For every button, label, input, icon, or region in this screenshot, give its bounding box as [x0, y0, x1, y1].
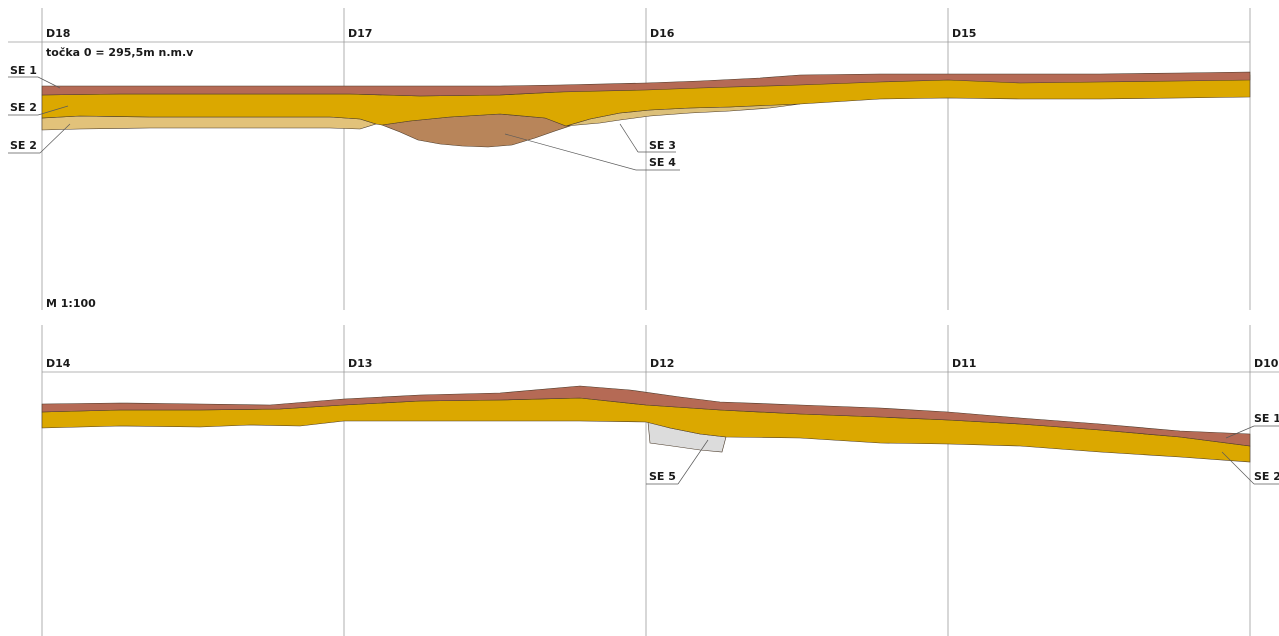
leader-se5	[677, 439, 709, 485]
station-label-d16: D16	[650, 27, 675, 40]
station-label-d10: D10	[1254, 357, 1279, 370]
leader-se2-left-diag	[37, 105, 69, 116]
datum-label: točka 0 = 295,5m n.m.v	[46, 46, 194, 59]
callout-se2-left: SE 2	[10, 101, 37, 114]
layer-se1-fill	[41, 71, 1251, 97]
layer-se2b-fill	[41, 115, 378, 131]
leader-se4	[504, 133, 637, 171]
callout-se4: SE 4	[649, 156, 676, 169]
callout-se1-right: SE 1	[1254, 412, 1279, 425]
layer-se1-bottom-fill	[41, 385, 1251, 447]
top-profile-section: D18 D17 D16 D15 točka 0 = 295,5m n.m.v M…	[8, 8, 1251, 310]
station-label-d13: D13	[348, 357, 372, 370]
station-label-d15: D15	[952, 27, 976, 40]
station-label-d17: D17	[348, 27, 372, 40]
station-label-d12: D12	[650, 357, 674, 370]
bottom-profile-section: D14 D13 D12 D11 D10 SE 5 SE 1 SE 2	[41, 325, 1279, 636]
scale-label: M 1:100	[46, 297, 96, 310]
callout-se5: SE 5	[649, 470, 676, 483]
leader-se1-left-diag	[37, 76, 61, 89]
leader-se1-right	[1225, 425, 1255, 439]
leader-se2b-left-diag	[39, 123, 71, 154]
callout-se3: SE 3	[649, 139, 676, 152]
callout-se2b-left: SE 2	[10, 139, 37, 152]
station-label-d18: D18	[46, 27, 70, 40]
station-label-d11: D11	[952, 357, 976, 370]
leader-se3	[619, 123, 639, 153]
station-label-d14: D14	[46, 357, 71, 370]
leader-se2-right	[1221, 451, 1255, 485]
callout-se1-left: SE 1	[10, 64, 37, 77]
callout-se2-right: SE 2	[1254, 470, 1279, 483]
